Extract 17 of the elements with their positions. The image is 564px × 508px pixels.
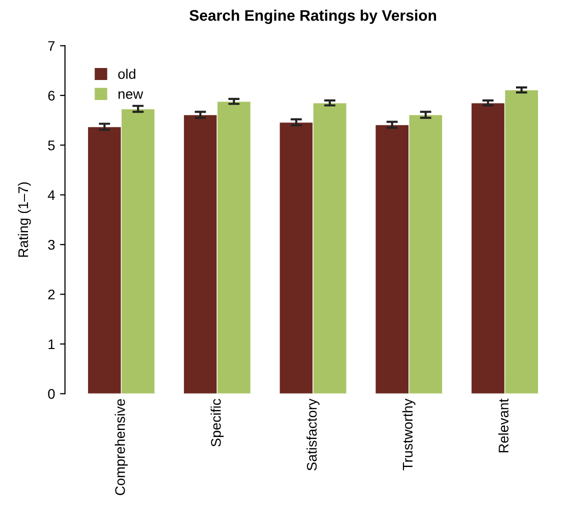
y-tick-label: 0	[48, 389, 55, 399]
y-tick-label: 6	[48, 90, 55, 101]
y-tick-label: 4	[48, 190, 55, 200]
x-tick-label: Specific	[210, 398, 224, 447]
y-tick-label: 5	[48, 140, 55, 150]
y-tick-label: 3	[48, 240, 55, 250]
y-tick-label: 2	[48, 290, 55, 300]
x-tick-label: Trustworthy	[402, 398, 416, 470]
legend-label: new	[118, 91, 144, 99]
x-tick-label: Comprehensive	[114, 399, 128, 496]
y-axis-title: Rating (1–7)	[18, 182, 31, 257]
x-tick-label: Satisfactory	[306, 398, 320, 470]
y-tick-label: 1	[48, 339, 55, 350]
chart-title: Search Engine Ratings by Version	[190, 10, 436, 24]
legend-label: old	[118, 68, 136, 79]
y-tick-label: 7	[48, 41, 55, 51]
x-tick-label: Relevant	[498, 398, 509, 452]
